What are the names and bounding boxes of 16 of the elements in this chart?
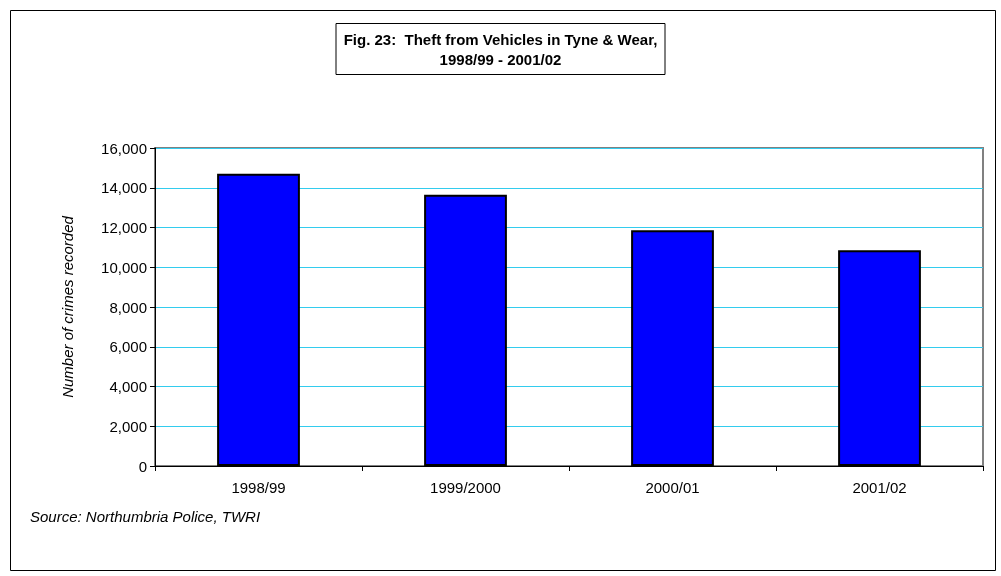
y-tick-label: 12,000: [101, 219, 147, 236]
y-tick-label: 0: [138, 457, 147, 475]
x-tick-label: 2000/01: [645, 479, 700, 496]
x-tick-label: 1999/2000: [430, 479, 501, 496]
y-tick-label: 8,000: [109, 298, 147, 316]
y-axis-title: Number of crimes recorded: [59, 215, 76, 398]
chart-title: Fig. 23: Theft from Vehicles in Tyne & Wear, 1998/99 - 2001/02: [343, 30, 658, 68]
y-tick-label: 16,000: [101, 139, 147, 157]
y-tick-label: 10,000: [101, 258, 147, 276]
y-tick-label: 4,000: [109, 378, 147, 395]
y-tick-label: 14,000: [101, 179, 147, 197]
x-tick-label: 2001/02: [852, 479, 907, 496]
source-note: Source: Northumbria Police, TWRI: [30, 508, 261, 525]
x-tick-label: 1998/99: [231, 479, 286, 496]
y-tick-label: 6,000: [109, 338, 147, 356]
y-tick-label: 2,000: [109, 417, 147, 435]
